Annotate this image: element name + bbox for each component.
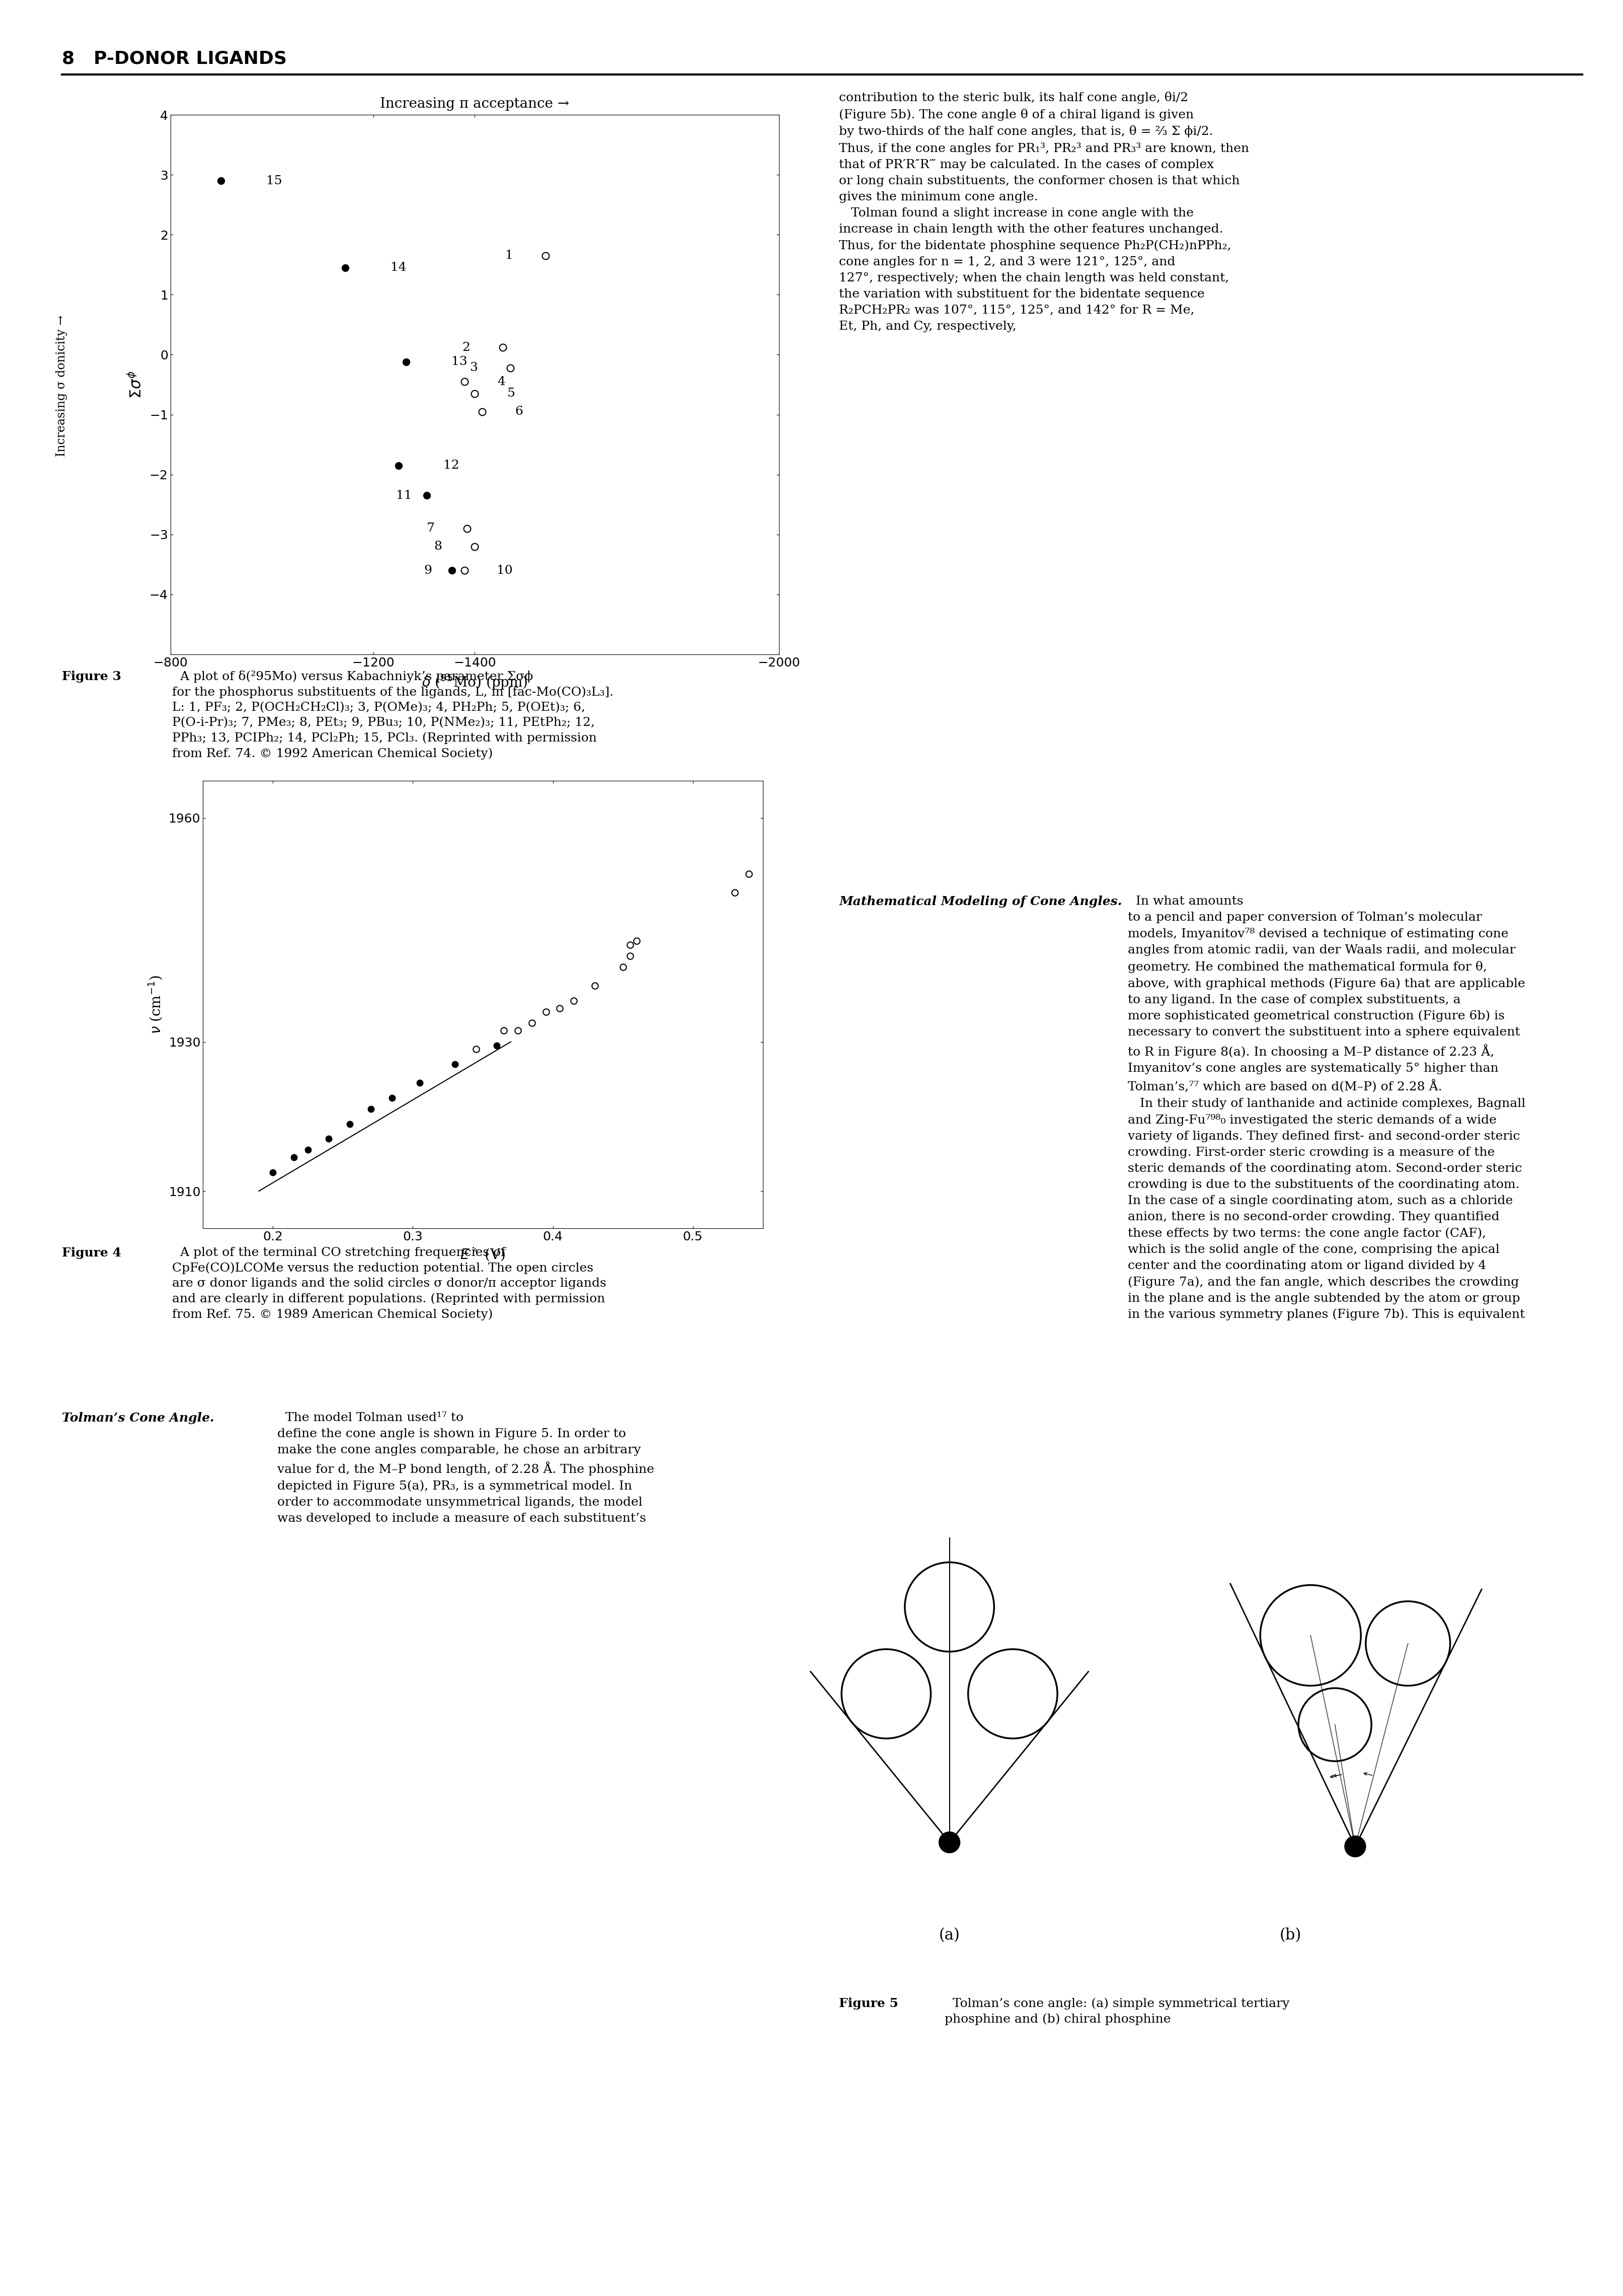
Text: 15: 15 (266, 174, 282, 186)
Text: 11: 11 (396, 489, 412, 501)
Text: Mathematical Modeling of Cone Angles.: Mathematical Modeling of Cone Angles. (839, 895, 1121, 907)
Text: 9: 9 (424, 565, 432, 576)
X-axis label: $\delta$ ($^{95}$Mo) (ppm): $\delta$ ($^{95}$Mo) (ppm) (422, 673, 527, 691)
Text: Figure 5: Figure 5 (839, 1998, 899, 2009)
Text: A plot of the terminal CO stretching frequencies of
CpFe(CO)LCOMe versus the red: A plot of the terminal CO stretching fre… (172, 1247, 607, 1320)
Text: 8: 8 (433, 540, 441, 553)
Text: 7: 7 (427, 523, 435, 535)
Text: (b): (b) (1279, 1929, 1302, 1942)
Y-axis label: $\Sigma\sigma^{\phi}$: $\Sigma\sigma^{\phi}$ (128, 370, 144, 400)
X-axis label: $E^\circ$ (V): $E^\circ$ (V) (459, 1247, 506, 1263)
Text: 10: 10 (497, 565, 513, 576)
Text: 6: 6 (514, 406, 523, 418)
Title: Increasing π acceptance →: Increasing π acceptance → (380, 96, 570, 110)
Text: A plot of δ(²95Mo) versus Kabachniyk’s parameter Σσϕ
for the phosphorus substitu: A plot of δ(²95Mo) versus Kabachniyk’s p… (172, 670, 613, 760)
Y-axis label: $\nu$ (cm$^{-1}$): $\nu$ (cm$^{-1}$) (148, 976, 164, 1033)
Text: The model Tolman used¹⁷ to
define the cone angle is shown in Figure 5. In order : The model Tolman used¹⁷ to define the co… (278, 1412, 654, 1525)
Text: contribution to the steric bulk, its half cone angle, θi/2
(Figure 5b). The cone: contribution to the steric bulk, its hal… (839, 92, 1250, 333)
Text: 1: 1 (505, 250, 513, 262)
Text: 5: 5 (508, 388, 516, 400)
Text: 8   P-DONOR LIGANDS: 8 P-DONOR LIGANDS (62, 51, 287, 67)
Text: Tolman’s Cone Angle.: Tolman’s Cone Angle. (62, 1412, 214, 1424)
Text: 2: 2 (463, 342, 471, 354)
Text: 4: 4 (497, 377, 505, 388)
Text: In what amounts
to a pencil and paper conversion of Tolman’s molecular
models, I: In what amounts to a pencil and paper co… (1128, 895, 1526, 1320)
Text: Figure 4: Figure 4 (62, 1247, 122, 1258)
Text: 14: 14 (391, 262, 406, 273)
Text: 13: 13 (451, 356, 467, 367)
Text: 12: 12 (443, 459, 459, 471)
Text: Figure 3: Figure 3 (62, 670, 122, 682)
Text: 3: 3 (469, 363, 477, 374)
Text: (a): (a) (940, 1929, 959, 1942)
Circle shape (938, 1832, 961, 1853)
Text: Increasing σ donicity →: Increasing σ donicity → (55, 315, 68, 457)
Circle shape (1344, 1837, 1367, 1857)
Text: Tolman’s cone angle: (a) simple symmetrical tertiary
phosphine and (b) chiral ph: Tolman’s cone angle: (a) simple symmetri… (945, 1998, 1290, 2025)
